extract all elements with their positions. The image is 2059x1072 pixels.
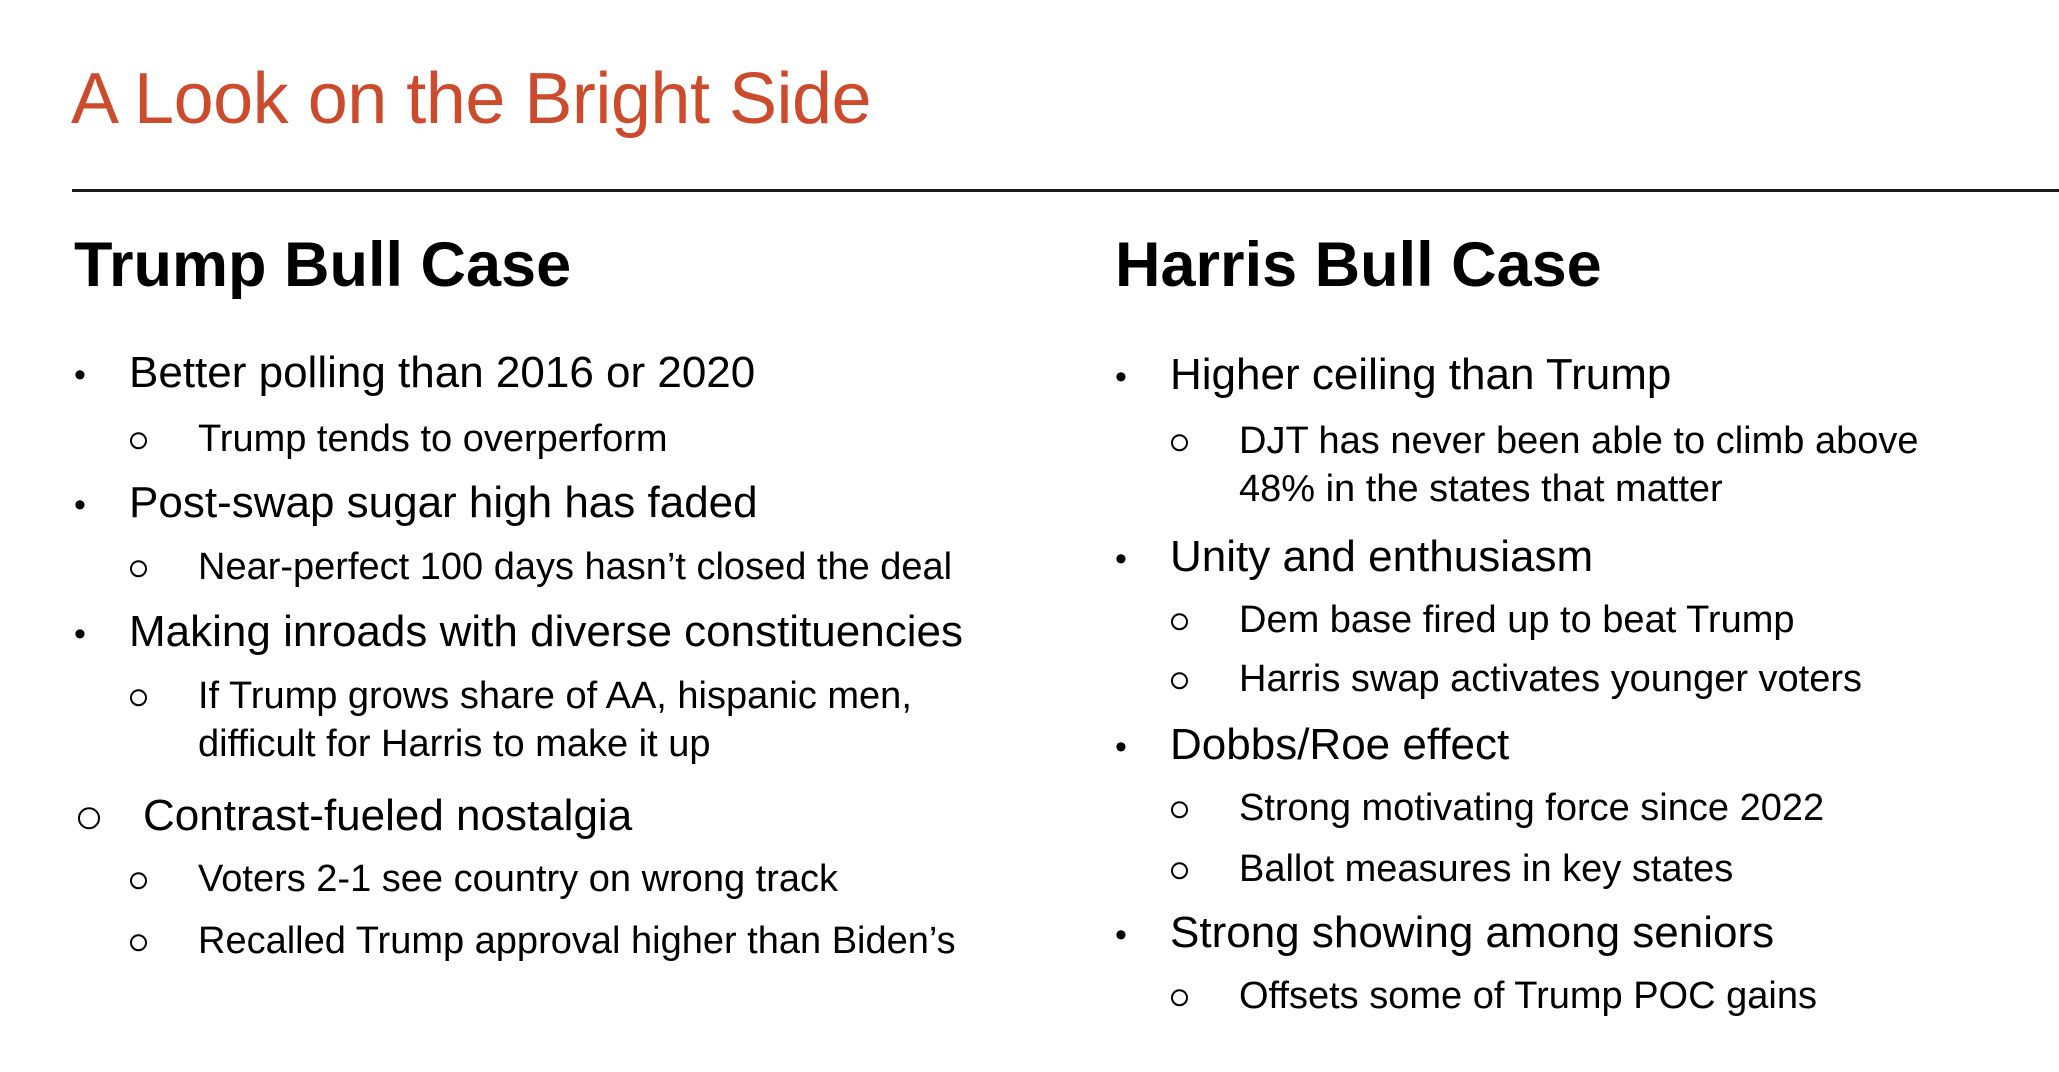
- list-item: Contrast-fueled nostalgia: [74, 790, 1074, 842]
- list-item-text: Contrast-fueled nostalgia: [143, 791, 633, 840]
- list-subitem-text: Ballot measures in key states: [1239, 848, 1734, 890]
- circle-bullet-icon: [1171, 801, 1188, 819]
- bullet-marker: •: [1115, 916, 1127, 954]
- list-item-text: Unity and enthusiasm: [1170, 532, 1594, 581]
- list-item-text: Higher ceiling than Trump: [1170, 350, 1672, 399]
- list-item: • Making inroads with diverse constituen…: [74, 606, 1074, 658]
- list-subitem-text: Trump tends to overperform: [198, 418, 668, 460]
- list-subitem-text: Recalled Trump approval higher than Bide…: [198, 920, 956, 962]
- list-item: • Better polling than 2016 or 2020: [74, 347, 974, 399]
- circle-bullet-icon: [1171, 862, 1188, 880]
- list-item: • Dobbs/Roe effect: [1115, 719, 2015, 771]
- list-subitem: If Trump grows share of AA, hispanic men…: [74, 672, 1074, 720]
- list-subitem-text: Offsets some of Trump POC gains: [1239, 975, 1817, 1017]
- list-subitem: Harris swap activates younger voters: [1115, 655, 2035, 703]
- circle-bullet-icon: [1171, 672, 1188, 690]
- list-item-text: Post-swap sugar high has faded: [129, 478, 758, 527]
- list-subitem: Trump tends to overperform: [74, 415, 974, 463]
- list-item-text: Better polling than 2016 or 2020: [129, 348, 756, 397]
- circle-bullet-icon: [130, 432, 147, 450]
- list-subitem-text: If Trump grows share of AA, hispanic men…: [198, 675, 912, 717]
- list-subitem: Near-perfect 100 days hasn’t closed the …: [74, 543, 1074, 591]
- circle-bullet-icon: [130, 560, 147, 578]
- list-subitem: Strong motivating force since 2022: [1115, 784, 2035, 832]
- bullet-marker: •: [1115, 728, 1127, 766]
- list-subitem-text: difficult for Harris to make it up: [198, 723, 711, 765]
- list-subitem-text: 48% in the states that matter: [1239, 468, 1723, 510]
- list-subitem-continuation: 48% in the states that matter: [1115, 465, 2035, 513]
- list-subitem-text: Voters 2-1 see country on wrong track: [198, 858, 838, 900]
- list-subitem: Offsets some of Trump POC gains: [1115, 972, 2035, 1020]
- bullet-marker: •: [1115, 540, 1127, 578]
- list-subitem: Ballot measures in key states: [1115, 845, 2035, 893]
- list-subitem-text: Strong motivating force since 2022: [1239, 787, 1825, 829]
- list-subitem: Dem base fired up to beat Trump: [1115, 596, 2035, 644]
- list-subitem-text: DJT has never been able to climb above: [1239, 420, 1919, 462]
- list-item: • Post-swap sugar high has faded: [74, 477, 974, 529]
- circle-bullet-icon: [130, 872, 147, 890]
- list-item-text: Strong showing among seniors: [1170, 908, 1775, 957]
- left-column-heading: Trump Bull Case: [74, 230, 572, 300]
- title-divider: [72, 189, 2059, 192]
- bullet-marker: •: [74, 615, 86, 653]
- list-subitem-text: Dem base fired up to beat Trump: [1239, 599, 1795, 641]
- list-item-text: Making inroads with diverse constituenci…: [129, 607, 963, 656]
- list-item: • Strong showing among seniors: [1115, 907, 2015, 959]
- list-item: • Higher ceiling than Trump: [1115, 349, 2015, 401]
- list-subitem-text: Near-perfect 100 days hasn’t closed the …: [198, 546, 953, 588]
- list-subitem-text: Harris swap activates younger voters: [1239, 658, 1863, 700]
- list-subitem: DJT has never been able to climb above: [1115, 417, 2035, 465]
- circle-bullet-icon: [1171, 434, 1188, 452]
- circle-bullet-icon: [1171, 989, 1188, 1007]
- right-column-heading: Harris Bull Case: [1115, 230, 1602, 300]
- circle-bullet-icon: [78, 807, 100, 830]
- list-item-text: Dobbs/Roe effect: [1170, 720, 1510, 769]
- bullet-marker: •: [1115, 358, 1127, 396]
- list-subitem: Voters 2-1 see country on wrong track: [74, 855, 1074, 903]
- slide-title: A Look on the Bright Side: [71, 59, 872, 139]
- circle-bullet-icon: [130, 934, 147, 952]
- list-item: • Unity and enthusiasm: [1115, 531, 2015, 583]
- bullet-marker: •: [74, 356, 86, 394]
- bullet-marker: •: [74, 486, 86, 524]
- list-subitem-continuation: difficult for Harris to make it up: [74, 720, 1074, 768]
- list-subitem: Recalled Trump approval higher than Bide…: [74, 917, 1074, 965]
- circle-bullet-icon: [1171, 613, 1188, 631]
- circle-bullet-icon: [130, 689, 147, 707]
